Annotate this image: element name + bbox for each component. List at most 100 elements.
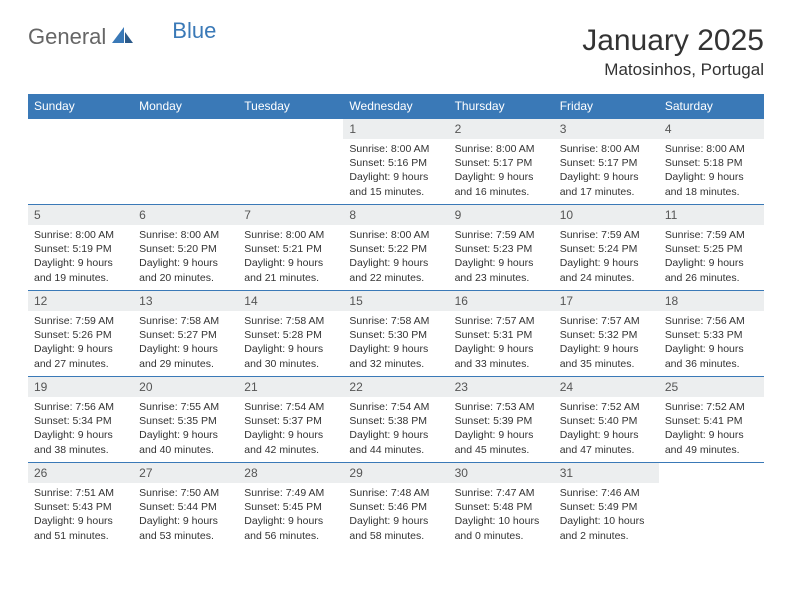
calendar-day-cell: 30Sunrise: 7:47 AMSunset: 5:48 PMDayligh… [449, 463, 554, 549]
day-number: 22 [343, 377, 448, 397]
day-number: 4 [659, 119, 764, 139]
calendar-day-cell: 2Sunrise: 8:00 AMSunset: 5:17 PMDaylight… [449, 119, 554, 205]
calendar-day-cell: .. [238, 119, 343, 205]
day-details: Sunrise: 7:54 AMSunset: 5:37 PMDaylight:… [238, 397, 343, 461]
day-details: Sunrise: 7:50 AMSunset: 5:44 PMDaylight:… [133, 483, 238, 547]
weekday-header-row: SundayMondayTuesdayWednesdayThursdayFrid… [28, 94, 764, 119]
calendar-day-cell: 19Sunrise: 7:56 AMSunset: 5:34 PMDayligh… [28, 377, 133, 463]
calendar-day-cell: 27Sunrise: 7:50 AMSunset: 5:44 PMDayligh… [133, 463, 238, 549]
day-number: 14 [238, 291, 343, 311]
day-details: Sunrise: 8:00 AMSunset: 5:17 PMDaylight:… [554, 139, 659, 203]
day-number: 31 [554, 463, 659, 483]
day-details: Sunrise: 7:56 AMSunset: 5:34 PMDaylight:… [28, 397, 133, 461]
day-details: Sunrise: 7:59 AMSunset: 5:24 PMDaylight:… [554, 225, 659, 289]
weekday-header: Sunday [28, 94, 133, 119]
day-details: Sunrise: 7:59 AMSunset: 5:26 PMDaylight:… [28, 311, 133, 375]
day-number: 23 [449, 377, 554, 397]
day-details: Sunrise: 8:00 AMSunset: 5:19 PMDaylight:… [28, 225, 133, 289]
calendar-day-cell: 6Sunrise: 8:00 AMSunset: 5:20 PMDaylight… [133, 205, 238, 291]
calendar-day-cell: 5Sunrise: 8:00 AMSunset: 5:19 PMDaylight… [28, 205, 133, 291]
day-number: 21 [238, 377, 343, 397]
day-details: Sunrise: 7:59 AMSunset: 5:25 PMDaylight:… [659, 225, 764, 289]
day-details: Sunrise: 8:00 AMSunset: 5:17 PMDaylight:… [449, 139, 554, 203]
day-details: Sunrise: 7:48 AMSunset: 5:46 PMDaylight:… [343, 483, 448, 547]
location: Matosinhos, Portugal [582, 60, 764, 80]
calendar-day-cell: 28Sunrise: 7:49 AMSunset: 5:45 PMDayligh… [238, 463, 343, 549]
weekday-header: Wednesday [343, 94, 448, 119]
day-details: Sunrise: 7:46 AMSunset: 5:49 PMDaylight:… [554, 483, 659, 547]
day-details: Sunrise: 7:54 AMSunset: 5:38 PMDaylight:… [343, 397, 448, 461]
logo-text-general: General [28, 24, 106, 50]
day-details: Sunrise: 8:00 AMSunset: 5:22 PMDaylight:… [343, 225, 448, 289]
weekday-header: Thursday [449, 94, 554, 119]
calendar-day-cell: 9Sunrise: 7:59 AMSunset: 5:23 PMDaylight… [449, 205, 554, 291]
day-details: Sunrise: 7:53 AMSunset: 5:39 PMDaylight:… [449, 397, 554, 461]
day-number: 25 [659, 377, 764, 397]
calendar-day-cell: 4Sunrise: 8:00 AMSunset: 5:18 PMDaylight… [659, 119, 764, 205]
weekday-header: Tuesday [238, 94, 343, 119]
calendar-day-cell: 12Sunrise: 7:59 AMSunset: 5:26 PMDayligh… [28, 291, 133, 377]
day-details: Sunrise: 8:00 AMSunset: 5:16 PMDaylight:… [343, 139, 448, 203]
day-number: 24 [554, 377, 659, 397]
weekday-header: Saturday [659, 94, 764, 119]
day-number: 12 [28, 291, 133, 311]
calendar-day-cell: 1Sunrise: 8:00 AMSunset: 5:16 PMDaylight… [343, 119, 448, 205]
calendar-day-cell: 25Sunrise: 7:52 AMSunset: 5:41 PMDayligh… [659, 377, 764, 463]
day-details: Sunrise: 7:52 AMSunset: 5:41 PMDaylight:… [659, 397, 764, 461]
day-number: 29 [343, 463, 448, 483]
day-number: 28 [238, 463, 343, 483]
day-number: 6 [133, 205, 238, 225]
day-number: 3 [554, 119, 659, 139]
calendar-day-cell: 18Sunrise: 7:56 AMSunset: 5:33 PMDayligh… [659, 291, 764, 377]
day-details: Sunrise: 7:55 AMSunset: 5:35 PMDaylight:… [133, 397, 238, 461]
day-number: 1 [343, 119, 448, 139]
calendar-day-cell: 29Sunrise: 7:48 AMSunset: 5:46 PMDayligh… [343, 463, 448, 549]
day-number: 10 [554, 205, 659, 225]
calendar-day-cell: 24Sunrise: 7:52 AMSunset: 5:40 PMDayligh… [554, 377, 659, 463]
calendar-week-row: 5Sunrise: 8:00 AMSunset: 5:19 PMDaylight… [28, 205, 764, 291]
day-number: 7 [238, 205, 343, 225]
calendar-day-cell: 7Sunrise: 8:00 AMSunset: 5:21 PMDaylight… [238, 205, 343, 291]
day-number: 26 [28, 463, 133, 483]
day-details: Sunrise: 7:51 AMSunset: 5:43 PMDaylight:… [28, 483, 133, 547]
calendar-day-cell: 3Sunrise: 8:00 AMSunset: 5:17 PMDaylight… [554, 119, 659, 205]
day-details: Sunrise: 7:49 AMSunset: 5:45 PMDaylight:… [238, 483, 343, 547]
day-number: 16 [449, 291, 554, 311]
day-details: Sunrise: 7:59 AMSunset: 5:23 PMDaylight:… [449, 225, 554, 289]
day-details: Sunrise: 7:47 AMSunset: 5:48 PMDaylight:… [449, 483, 554, 547]
calendar-day-cell: 22Sunrise: 7:54 AMSunset: 5:38 PMDayligh… [343, 377, 448, 463]
weekday-header: Friday [554, 94, 659, 119]
calendar-day-cell: 14Sunrise: 7:58 AMSunset: 5:28 PMDayligh… [238, 291, 343, 377]
calendar-week-row: ......1Sunrise: 8:00 AMSunset: 5:16 PMDa… [28, 119, 764, 205]
day-details: Sunrise: 7:52 AMSunset: 5:40 PMDaylight:… [554, 397, 659, 461]
calendar-day-cell: 15Sunrise: 7:58 AMSunset: 5:30 PMDayligh… [343, 291, 448, 377]
day-details: Sunrise: 8:00 AMSunset: 5:18 PMDaylight:… [659, 139, 764, 203]
calendar-day-cell: 17Sunrise: 7:57 AMSunset: 5:32 PMDayligh… [554, 291, 659, 377]
day-number: 20 [133, 377, 238, 397]
calendar-day-cell: .. [659, 463, 764, 549]
calendar-day-cell: 21Sunrise: 7:54 AMSunset: 5:37 PMDayligh… [238, 377, 343, 463]
calendar-day-cell: 20Sunrise: 7:55 AMSunset: 5:35 PMDayligh… [133, 377, 238, 463]
day-details: Sunrise: 8:00 AMSunset: 5:20 PMDaylight:… [133, 225, 238, 289]
day-number: 9 [449, 205, 554, 225]
day-details: Sunrise: 7:57 AMSunset: 5:32 PMDaylight:… [554, 311, 659, 375]
day-details: Sunrise: 7:58 AMSunset: 5:28 PMDaylight:… [238, 311, 343, 375]
day-details: Sunrise: 8:00 AMSunset: 5:21 PMDaylight:… [238, 225, 343, 289]
day-number: 8 [343, 205, 448, 225]
day-number: 19 [28, 377, 133, 397]
weekday-header: Monday [133, 94, 238, 119]
month-title: January 2025 [582, 24, 764, 58]
calendar-week-row: 12Sunrise: 7:59 AMSunset: 5:26 PMDayligh… [28, 291, 764, 377]
logo: General Blue [28, 24, 216, 50]
day-number: 11 [659, 205, 764, 225]
day-number: 17 [554, 291, 659, 311]
calendar-table: SundayMondayTuesdayWednesdayThursdayFrid… [28, 94, 764, 549]
calendar-day-cell: 16Sunrise: 7:57 AMSunset: 5:31 PMDayligh… [449, 291, 554, 377]
calendar-day-cell: 26Sunrise: 7:51 AMSunset: 5:43 PMDayligh… [28, 463, 133, 549]
day-number: 18 [659, 291, 764, 311]
day-number: 27 [133, 463, 238, 483]
day-details: Sunrise: 7:58 AMSunset: 5:27 PMDaylight:… [133, 311, 238, 375]
calendar-day-cell: 23Sunrise: 7:53 AMSunset: 5:39 PMDayligh… [449, 377, 554, 463]
day-details: Sunrise: 7:56 AMSunset: 5:33 PMDaylight:… [659, 311, 764, 375]
calendar-day-cell: 8Sunrise: 8:00 AMSunset: 5:22 PMDaylight… [343, 205, 448, 291]
